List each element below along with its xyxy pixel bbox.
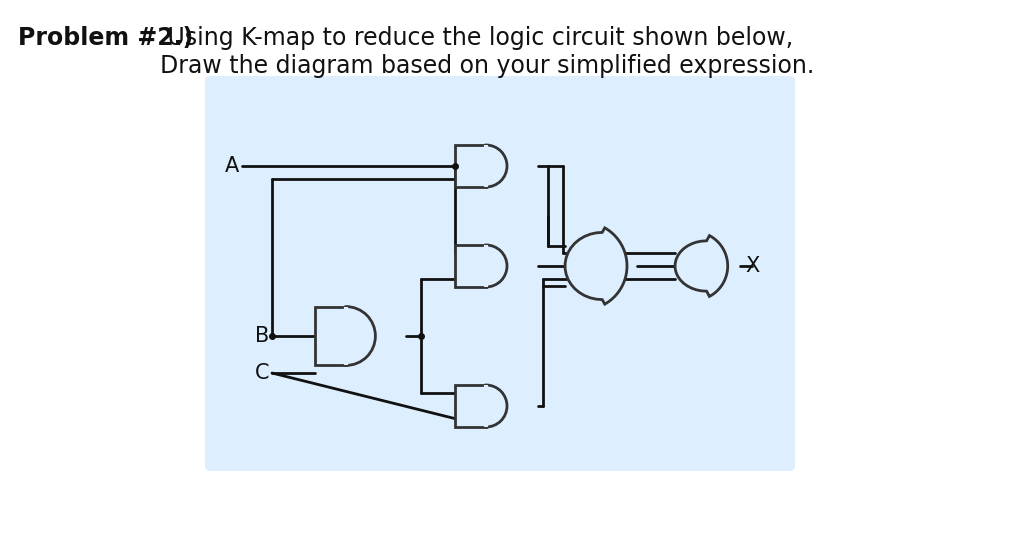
Wedge shape <box>486 245 507 287</box>
Text: Using K-map to reduce the logic circuit shown below,
Draw the diagram based on y: Using K-map to reduce the logic circuit … <box>160 26 814 78</box>
Wedge shape <box>486 145 507 187</box>
Wedge shape <box>486 385 507 427</box>
Polygon shape <box>675 235 728 296</box>
FancyBboxPatch shape <box>205 76 795 471</box>
Polygon shape <box>455 245 486 287</box>
Text: A: A <box>225 156 240 176</box>
Text: X: X <box>745 256 760 276</box>
Polygon shape <box>315 306 346 365</box>
Wedge shape <box>346 306 376 365</box>
Polygon shape <box>455 145 486 187</box>
Text: C: C <box>255 363 269 383</box>
Text: Problem #2.): Problem #2.) <box>18 26 194 50</box>
Polygon shape <box>455 385 486 427</box>
Text: B: B <box>255 326 269 346</box>
Polygon shape <box>565 228 627 304</box>
